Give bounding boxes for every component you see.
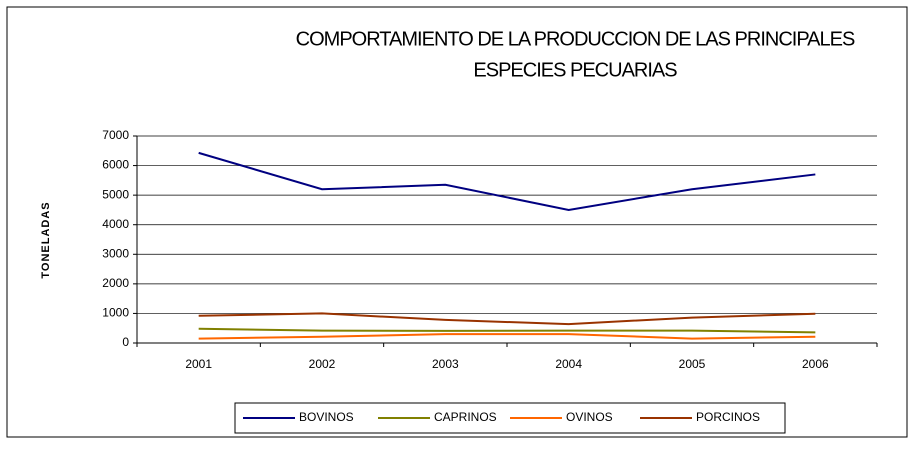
y-tick-label: 3000 — [102, 246, 129, 260]
legend-label: PORCINOS — [696, 410, 760, 424]
series-line — [198, 151, 816, 211]
y-tick-label: 6000 — [102, 158, 129, 172]
x-tick-label: 2001 — [185, 357, 212, 371]
chart-title: ESPECIES PECUARIAS — [473, 59, 677, 81]
series-line — [198, 327, 816, 334]
legend-label: CAPRINOS — [434, 410, 497, 424]
x-tick-label: 2002 — [309, 357, 336, 371]
series-line — [198, 333, 816, 340]
chart-title: COMPORTAMIENTO DE LA PRODUCCION DE LAS P… — [296, 28, 855, 50]
legend-label: BOVINOS — [299, 410, 354, 424]
y-tick-label: 7000 — [102, 128, 129, 142]
y-tick-label: 1000 — [102, 306, 129, 320]
series-line — [198, 312, 816, 326]
y-tick-label: 2000 — [102, 276, 129, 290]
y-axis-label: TONELADAS — [40, 201, 52, 278]
y-tick-label: 0 — [122, 335, 129, 349]
y-tick-label: 5000 — [102, 187, 129, 201]
x-tick-label: 2004 — [555, 357, 582, 371]
chart-border — [6, 6, 908, 438]
x-tick-label: 2003 — [432, 357, 459, 371]
y-tick-label: 4000 — [102, 217, 129, 231]
x-tick-label: 2005 — [679, 357, 706, 371]
legend-label: OVINOS — [566, 410, 613, 424]
x-tick-label: 2006 — [802, 357, 829, 371]
